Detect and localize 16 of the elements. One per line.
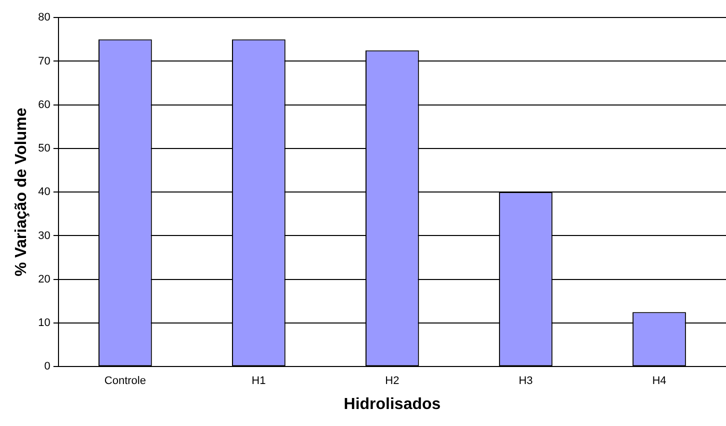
x-tick-label: Controle (104, 375, 146, 388)
x-tick-label: H1 (252, 375, 266, 388)
y-tick-label: 50 (38, 142, 50, 155)
x-tick-label: H2 (385, 375, 400, 388)
y-tick-label: 30 (38, 230, 50, 242)
x-tick-label: H3 (518, 375, 533, 388)
x-axis-title: Hidrolisados (344, 396, 441, 413)
x-tick-label: H4 (652, 375, 666, 388)
y-tick-label: 20 (38, 273, 50, 286)
y-axis-title: % Variação de Volume (13, 108, 30, 276)
y-tick-label: 70 (38, 55, 50, 68)
y-tick-label: 0 (44, 360, 50, 373)
y-tick-label: 60 (38, 98, 50, 111)
y-tick-label: 40 (38, 186, 50, 198)
y-tick-label: 10 (38, 317, 50, 330)
y-tick-label: 80 (38, 12, 50, 24)
